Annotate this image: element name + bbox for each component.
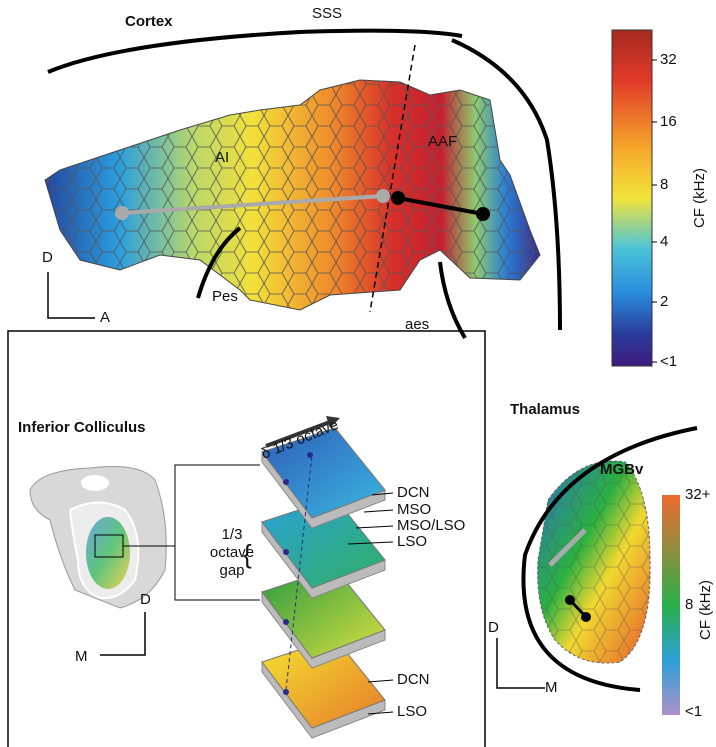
- slab-point: [283, 549, 289, 555]
- colorbar-tick: 32+: [685, 486, 711, 503]
- colorbar-title: CF (kHz): [691, 168, 708, 228]
- gradient-point: [376, 189, 390, 203]
- ic-detail: [81, 475, 109, 491]
- thalamus-title: Thalamus: [510, 401, 580, 418]
- gap-label: 1/3: [222, 526, 243, 543]
- pointer: [364, 510, 393, 512]
- gradient-point: [391, 191, 405, 205]
- gap-label: gap: [219, 562, 244, 579]
- orientation-axes: [100, 612, 145, 655]
- pointer: [356, 526, 393, 528]
- gradient-point: [581, 612, 591, 622]
- colorbar: [612, 30, 652, 366]
- cortex-cells: [45, 80, 540, 310]
- label: Pes: [212, 288, 238, 305]
- sss-sulcus: [48, 31, 462, 72]
- orientation-axes: [48, 272, 95, 318]
- axis-label: D: [140, 591, 151, 608]
- colorbar-tick: <1: [685, 703, 702, 720]
- layer-label: DCN: [397, 484, 430, 501]
- axis-label: M: [545, 679, 558, 696]
- axis-label: M: [75, 648, 88, 665]
- pointer: [368, 680, 393, 682]
- brace: {: [243, 539, 252, 569]
- region-label: MGBv: [600, 461, 644, 478]
- gradient-point: [476, 207, 490, 221]
- layer-label: DCN: [397, 671, 430, 688]
- cortex-title: Cortex: [125, 13, 173, 30]
- colorbar-title: CF (kHz): [697, 580, 714, 640]
- colorbar-tick: 8: [660, 176, 668, 193]
- orientation-axes: [497, 638, 545, 688]
- gradient-point: [565, 595, 575, 605]
- ic-title: Inferior Colliculus: [18, 419, 146, 436]
- axis-label: D: [488, 619, 499, 636]
- label: SSS: [312, 5, 342, 22]
- label: AI: [215, 149, 229, 166]
- axis-label: A: [100, 309, 110, 326]
- label: AAF: [428, 133, 457, 150]
- slab-point: [283, 479, 289, 485]
- colorbar: [662, 495, 680, 715]
- axis-label: D: [42, 249, 53, 266]
- layer-label: LSO: [397, 533, 427, 550]
- colorbar-tick: 32: [660, 51, 677, 68]
- layer-label: MSO/LSO: [397, 517, 465, 534]
- aes-sulcus: [440, 262, 465, 338]
- figure: Cortex SSS AI AAF Pes aes D A 3216842<1 …: [0, 0, 716, 747]
- bracket: [175, 465, 260, 600]
- gradient-point: [115, 206, 129, 220]
- colorbar-tick: 8: [685, 596, 693, 613]
- slab-point: [283, 619, 289, 625]
- layer-label: MSO: [397, 501, 431, 518]
- colorbar-tick: 2: [660, 293, 668, 310]
- layer-label: LSO: [397, 703, 427, 720]
- colorbar-tick: <1: [660, 353, 677, 370]
- colorbar-tick: 4: [660, 233, 668, 250]
- colorbar-tick: 16: [660, 113, 677, 130]
